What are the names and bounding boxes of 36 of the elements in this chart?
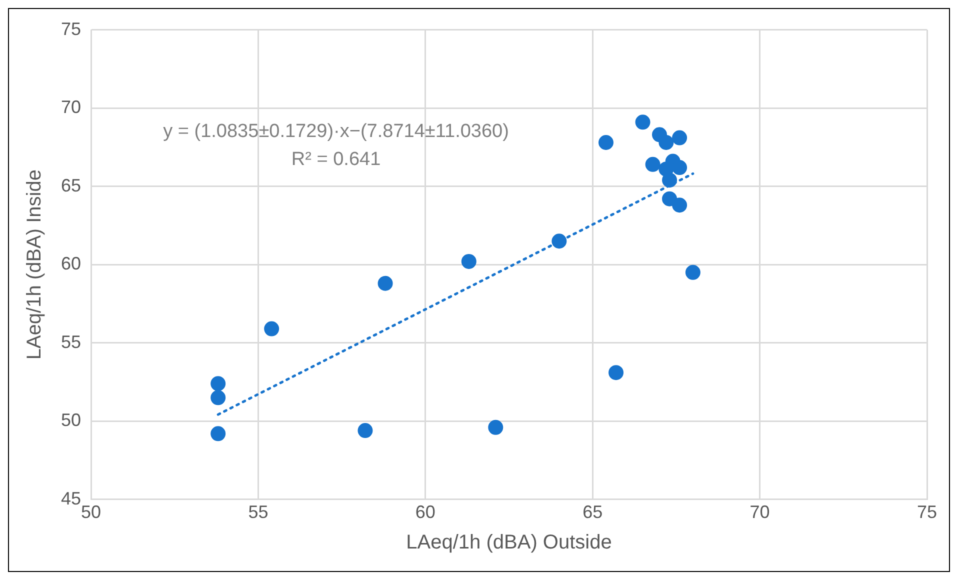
x-tick-label: 60 <box>415 502 436 522</box>
y-tick-label: 50 <box>60 410 82 430</box>
y-tick-label: 65 <box>60 175 82 196</box>
x-axis-title: LAeq/1h (dBA) Outside <box>406 532 612 554</box>
point <box>645 156 660 172</box>
x-tick-label: 50 <box>81 502 102 522</box>
point <box>210 390 226 406</box>
point <box>662 172 678 188</box>
point <box>672 130 688 146</box>
point <box>552 234 567 249</box>
point <box>358 423 373 438</box>
point <box>264 321 280 336</box>
x-tick-label: 70 <box>750 502 770 522</box>
y-tick-label: 75 <box>60 18 82 39</box>
y-axis-title: LAeq/1h (dBA) Inside <box>24 170 46 360</box>
point <box>658 135 674 150</box>
point <box>672 198 688 213</box>
point <box>210 376 226 392</box>
y-tick-label: 60 <box>60 254 82 274</box>
point <box>672 160 688 176</box>
point <box>598 135 614 150</box>
y-tick-label: 45 <box>60 488 82 508</box>
point <box>685 264 700 280</box>
point <box>635 114 650 130</box>
x-tick-label: 65 <box>582 502 603 522</box>
y-tick-label: 55 <box>60 332 82 352</box>
point <box>488 420 504 435</box>
point <box>608 365 624 380</box>
annotation: R² = 0.641 <box>291 149 381 170</box>
annotation: y = (1.0835±0.1729)·x−(7.8714±11.0360) <box>163 121 509 142</box>
point <box>378 276 393 291</box>
point <box>210 426 226 442</box>
y-tick-label: 70 <box>60 97 82 118</box>
x-tick-label: 75 <box>916 502 938 522</box>
point <box>461 254 476 269</box>
x-tick-label: 55 <box>248 502 268 522</box>
